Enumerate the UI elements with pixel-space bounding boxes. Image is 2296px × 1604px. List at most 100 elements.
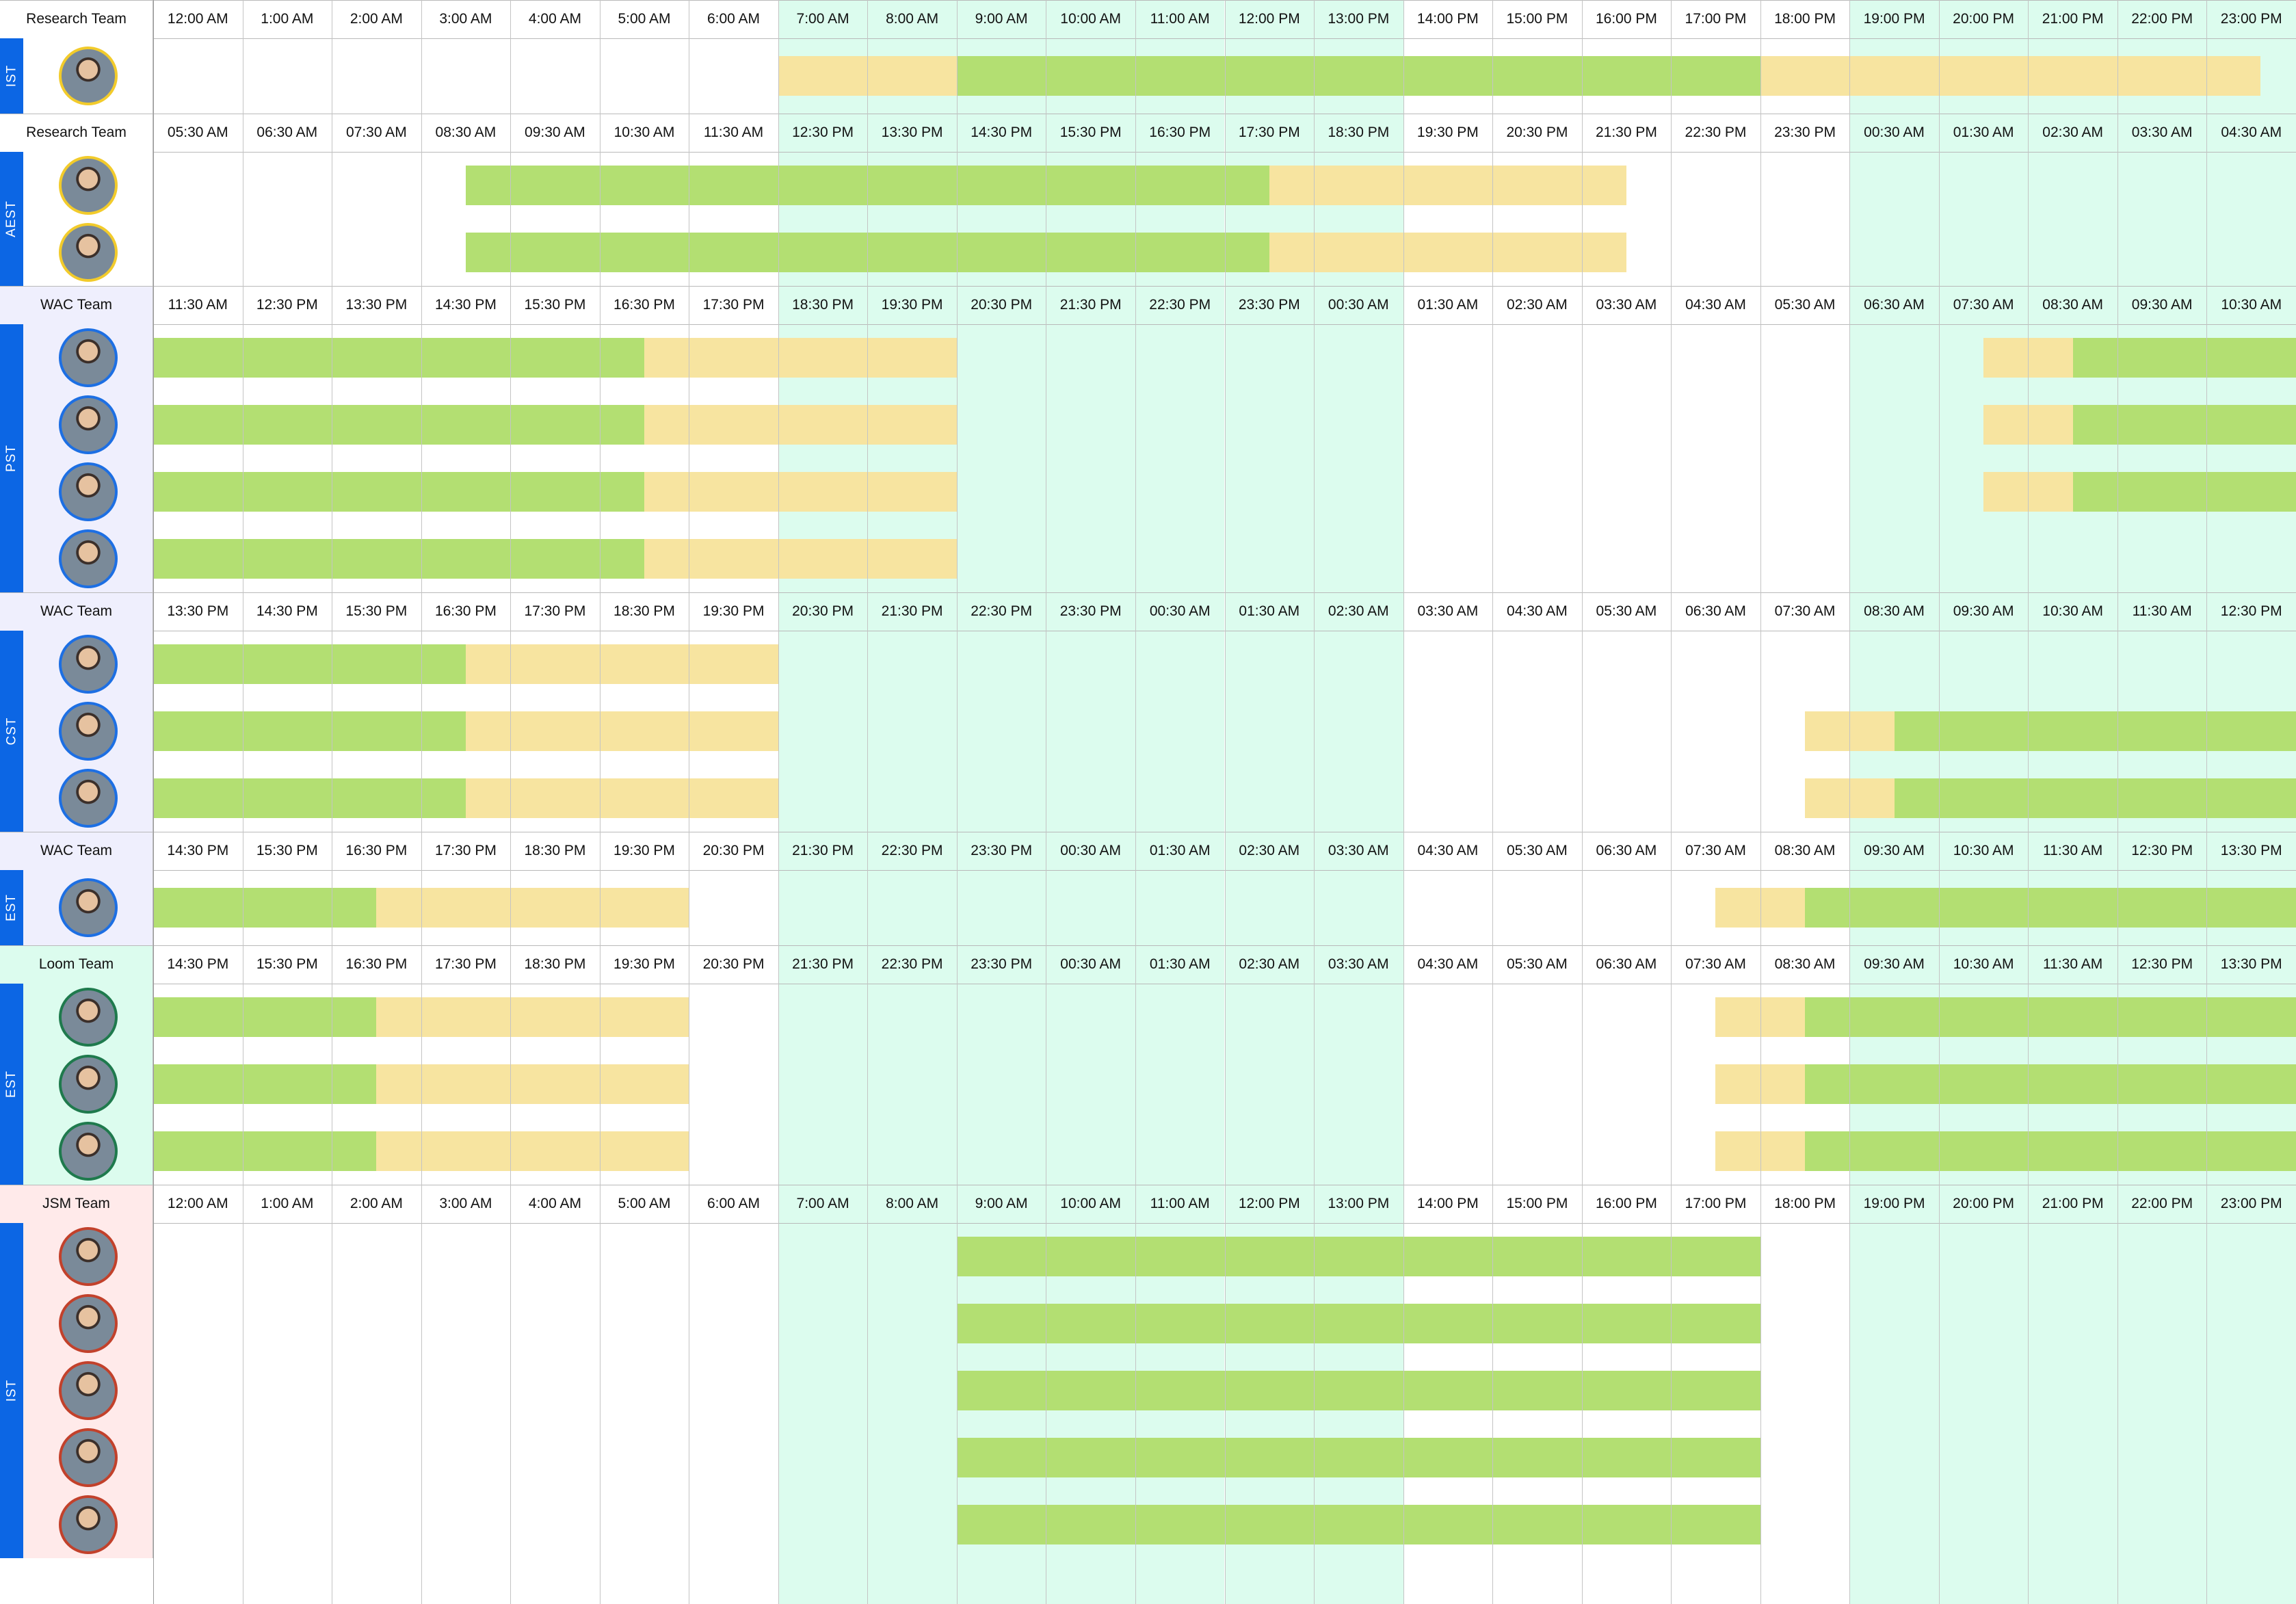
time-header-cell: 13:30 PM (2220, 956, 2282, 972)
member-avatar[interactable] (59, 1055, 118, 1114)
time-header-cell: 21:30 PM (1595, 124, 1657, 140)
time-header-cell: 23:30 PM (971, 843, 1033, 858)
time-header-cell: 06:30 AM (256, 124, 318, 140)
time-header-cell: 16:30 PM (613, 297, 675, 313)
member-avatar[interactable] (59, 769, 118, 828)
column-divider (778, 0, 779, 1604)
member-avatar[interactable] (59, 1428, 118, 1487)
flexible-hours-bar (1983, 405, 2073, 445)
member-avatar[interactable] (59, 1294, 118, 1353)
row-divider (0, 870, 2296, 871)
time-header-cell: 18:30 PM (792, 297, 854, 313)
member-avatar[interactable] (59, 1227, 118, 1286)
time-header-cell: 11:30 AM (168, 297, 228, 313)
time-header-cell: 09:30 AM (1864, 956, 1925, 972)
time-header-cell: 09:30 AM (1953, 603, 2014, 619)
member-avatar[interactable] (59, 223, 118, 282)
time-header-cell: 20:30 PM (971, 297, 1033, 313)
flexible-hours-bar (778, 56, 957, 96)
time-header-cell: 04:30 AM (1685, 297, 1746, 313)
time-header-cell: 22:30 PM (971, 603, 1033, 619)
member-avatar[interactable] (59, 702, 118, 761)
time-header-cell: 00:30 AM (1060, 843, 1122, 858)
time-header-cell: 07:30 AM (1774, 603, 1836, 619)
column-divider (956, 0, 958, 1604)
time-header-cell: 5:00 AM (618, 1196, 671, 1211)
working-hours-bar (153, 711, 466, 751)
working-hours-bar (956, 56, 1760, 96)
time-header-cell: 12:30 PM (2131, 956, 2193, 972)
member-avatar[interactable] (59, 1122, 118, 1181)
time-header-cell: 12:00 PM (1238, 1196, 1300, 1211)
member-avatar[interactable] (59, 988, 118, 1047)
time-header-cell: 3:00 AM (439, 11, 492, 27)
time-header-cell: 21:30 PM (881, 603, 943, 619)
column-divider (599, 0, 601, 1604)
column-divider (1135, 0, 1136, 1604)
column-divider (153, 0, 154, 1604)
time-header-cell: 18:30 PM (524, 956, 586, 972)
time-header-cell: 11:30 AM (2132, 603, 2192, 619)
time-header-cell: 19:30 PM (613, 956, 675, 972)
time-header-cell: 19:00 PM (1863, 11, 1925, 27)
column-divider (1849, 0, 1851, 1604)
time-header-cell: 23:30 PM (1238, 297, 1300, 313)
time-header-cell: 23:30 PM (1059, 603, 1122, 619)
time-header-cell: 12:30 PM (256, 297, 318, 313)
time-header-cell: 01:30 AM (1417, 297, 1479, 313)
flexible-hours-bar (644, 539, 957, 579)
time-header-cell: 03:30 AM (1328, 956, 1389, 972)
time-header-cell: 00:30 AM (1864, 124, 1925, 140)
time-header-cell: 22:00 PM (2131, 11, 2193, 27)
working-hours-bar (956, 1371, 1760, 1410)
time-header-cell: 22:00 PM (2131, 1196, 2193, 1211)
working-hours-bar (1805, 997, 2296, 1037)
time-header-cell: 23:30 PM (971, 956, 1033, 972)
member-avatar[interactable] (59, 1361, 118, 1420)
time-header-cell: 20:30 PM (1506, 124, 1568, 140)
column-divider (1224, 0, 1226, 1604)
time-header-cell: 09:30 AM (1864, 843, 1925, 858)
flexible-hours-bar (465, 778, 778, 818)
member-avatar[interactable] (59, 878, 118, 937)
time-header-cell: 1:00 AM (261, 1196, 314, 1211)
timezone-strip: CST (0, 631, 23, 832)
member-avatar[interactable] (59, 47, 118, 105)
working-hours-bar (153, 338, 644, 378)
time-header-cell: 05:30 AM (1507, 956, 1568, 972)
working-hours-bar (956, 1438, 1760, 1477)
time-header-cell: 1:00 AM (261, 11, 314, 27)
member-avatar[interactable] (59, 328, 118, 387)
time-header-cell: 7:00 AM (796, 1196, 849, 1211)
member-avatar[interactable] (59, 635, 118, 694)
time-header-cell: 19:30 PM (881, 297, 943, 313)
member-avatar[interactable] (59, 1495, 118, 1554)
time-header-cell: 21:00 PM (2042, 1196, 2104, 1211)
team-name-cell: Research Team (0, 114, 153, 152)
member-avatar[interactable] (59, 156, 118, 215)
member-avatar[interactable] (59, 462, 118, 521)
time-header-cell: 01:30 AM (1149, 956, 1211, 972)
time-header-cell: 8:00 AM (886, 11, 939, 27)
time-header-cell: 11:00 AM (1150, 1196, 1210, 1211)
time-header-cell: 08:30 AM (1864, 603, 1925, 619)
time-header-cell: 05:30 AM (1774, 297, 1836, 313)
time-header-cell: 12:00 AM (167, 11, 228, 27)
member-avatar[interactable] (59, 529, 118, 588)
time-header-cell: 21:30 PM (1059, 297, 1122, 313)
time-header-cell: 14:30 PM (256, 603, 318, 619)
team-name-cell: Loom Team (0, 945, 153, 984)
time-header-cell: 22:30 PM (1685, 124, 1747, 140)
time-header-cell: 20:00 PM (1953, 1196, 2015, 1211)
column-divider (1671, 0, 1672, 1604)
flexible-hours-bar (1715, 1064, 1805, 1104)
member-avatar[interactable] (59, 395, 118, 454)
time-header-cell: 15:30 PM (524, 297, 586, 313)
flexible-hours-bar (465, 644, 778, 684)
working-hours-bar (153, 472, 644, 512)
time-header-cell: 22:30 PM (881, 956, 943, 972)
time-header-cell: 05:30 AM (167, 124, 228, 140)
row-divider (0, 945, 2296, 946)
timezone-label: IST (4, 64, 18, 88)
time-header-cell: 18:00 PM (1774, 1196, 1836, 1211)
